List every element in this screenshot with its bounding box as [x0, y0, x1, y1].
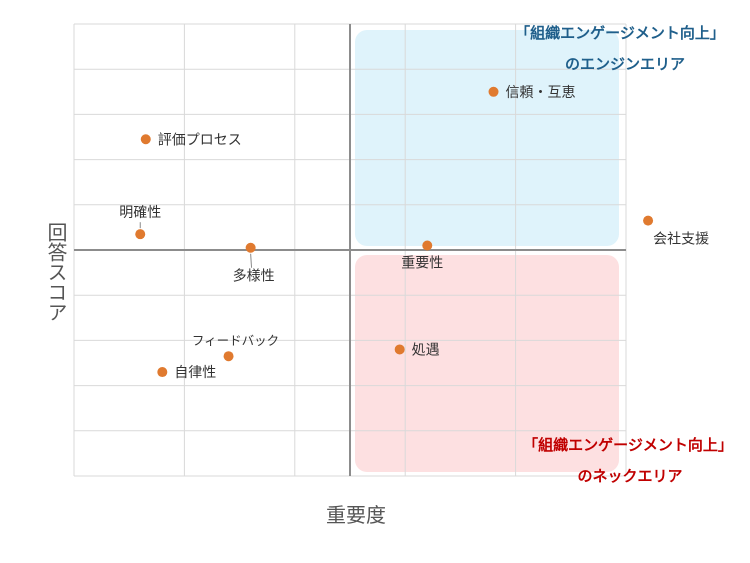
data-point-label: 多様性 — [233, 268, 275, 285]
data-point-label: 評価プロセス — [158, 132, 242, 148]
data-point-label: フィードバック — [192, 333, 279, 348]
engine-zone — [355, 30, 619, 246]
data-point-label: 明確性 — [119, 205, 161, 221]
data-point-label: 重要性 — [401, 255, 443, 271]
data-point-label: 会社支援 — [653, 232, 709, 248]
data-point-1 — [488, 86, 499, 97]
data-point-label: 自律性 — [174, 365, 216, 381]
y-axis-title: 回答スコア — [44, 222, 68, 322]
captions-layer: 「組織エンゲージメント向上」のエンジンエリア「組織エンゲージメント向上」のネック… — [515, 24, 733, 485]
axes-layer — [74, 24, 626, 476]
bottleneck-zone-caption: のネックエリア — [577, 467, 682, 485]
data-point-7 — [394, 344, 405, 355]
data-point-9 — [157, 367, 168, 378]
bottleneck-zone — [355, 255, 619, 472]
data-point-label: 処遇 — [412, 342, 440, 358]
data-point-2 — [140, 134, 151, 145]
bottleneck-zone-caption: 「組織エンゲージメント向上」 — [523, 436, 733, 454]
data-point-8 — [223, 351, 234, 362]
data-point-4 — [643, 215, 654, 226]
point-leader-line — [250, 253, 253, 268]
data-point-label: 信頼・互恵 — [506, 85, 576, 101]
data-point-3 — [135, 229, 146, 240]
data-point-5 — [422, 240, 433, 251]
data-point-6 — [245, 242, 256, 253]
engine-zone-caption: のエンジンエリア — [565, 55, 685, 73]
x-axis-title: 重要度 — [326, 503, 386, 527]
engine-zone-caption: 「組織エンゲージメント向上」 — [515, 24, 725, 42]
zones-layer — [355, 30, 619, 472]
